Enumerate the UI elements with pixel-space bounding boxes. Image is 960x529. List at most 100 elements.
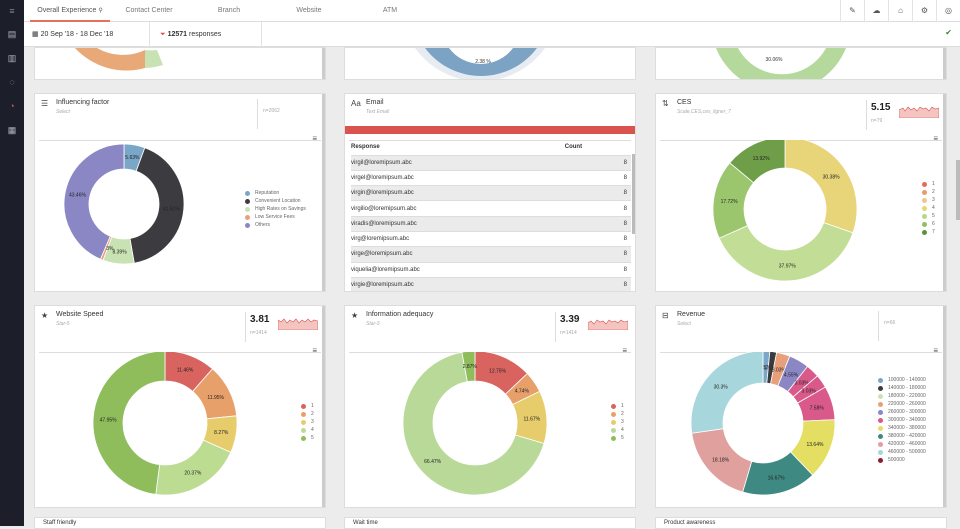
legend-item[interactable]: 3 [922,196,935,204]
legend-item[interactable]: 1 [611,402,624,410]
legend-item[interactable]: 5 [611,434,624,442]
influencing-legend: Reputation Convenient Location High Rates … [245,189,306,229]
legend-item[interactable]: 4 [611,426,624,434]
legend-item[interactable]: 180000 - 220000 [878,392,926,400]
tab-atm[interactable]: ATM [382,7,398,14]
legend-item[interactable]: 2 [301,410,314,418]
edit-icon[interactable]: ✎ [840,0,864,22]
donut-slice[interactable] [729,140,786,184]
table-row[interactable]: virgilio@loremipsum.abc 8 [351,200,631,217]
table-scrollbar[interactable] [632,154,635,234]
legend-item[interactable]: 5 [922,212,935,220]
legend-swatch [878,401,883,407]
legend-item[interactable]: 3 [301,418,314,426]
nav-table-icon[interactable]: ▦ [7,125,17,135]
tab-branch[interactable]: Branch [217,7,241,14]
tab-contact-center[interactable]: Contact Center [125,7,173,14]
table-row[interactable]: virg@loremipsum.abc 8 [351,230,631,247]
bank-icon[interactable]: ⌂ [888,0,912,22]
date-range-filter[interactable]: ▦ 20 Sep '18 - 18 Dec '18 [24,22,150,47]
slice-label: 5.63% [125,155,140,161]
legend-item[interactable]: 2 [611,410,624,418]
donut-slice[interactable] [63,143,125,260]
table-row[interactable]: virgel@loremipsum.abc 8 [351,169,631,186]
legend-item[interactable]: 260000 - 300000 [878,408,926,416]
donut-slice[interactable] [129,147,185,264]
sparkline [899,106,939,118]
legend-item[interactable]: 340000 - 380000 [878,424,926,432]
legend-item[interactable]: 1 [922,180,935,188]
legend-item[interactable]: High Rates on Savings [245,205,306,213]
download-icon[interactable]: ☁ [864,0,888,22]
legend-swatch [611,427,616,433]
legend-item[interactable]: 140000 - 180000 [878,384,926,392]
table-row[interactable]: virgin@loremipsum.abc 8 [351,185,631,201]
legend-item[interactable]: 2 [922,188,935,196]
responses-filter[interactable]: ⏷ 12571 responses [150,22,262,47]
checklist-icon[interactable]: ✔ [945,28,952,37]
card-subtitle: Select [56,109,70,115]
partial-slice [425,48,537,77]
chart-menu-icon[interactable]: ≡ [312,346,317,355]
table-row[interactable]: viquelia@loremipsum.abc 8 [351,261,631,278]
top-tab-bar: Overall Experience ⚲ Contact Center Bran… [24,0,960,22]
legend-item[interactable]: Low Service Fees [245,213,306,221]
card-scrollbar[interactable] [322,94,325,291]
legend-item[interactable]: 4 [922,204,935,212]
chart-menu-icon[interactable]: ≡ [622,346,627,355]
donut-slice[interactable] [690,352,764,434]
table-row[interactable]: virgie@loremipsum.abc 8 [351,276,631,291]
legend-item[interactable]: 300000 - 340000 [878,416,926,424]
legend-item[interactable]: Reputation [245,189,306,197]
legend-item[interactable]: 6 [922,220,935,228]
target-icon[interactable]: ◎ [936,0,960,22]
left-nav-rail: ≡ ▤ ▥ ◌ ◔ ▦ [0,0,24,526]
donut-slice[interactable] [155,439,232,496]
page-scrollbar[interactable] [956,160,960,220]
legend-label: 100000 - 140000 [888,377,926,383]
legend-item[interactable]: 420000 - 460000 [878,440,926,448]
legend-item[interactable]: 5 [301,434,314,442]
nav-analytics-icon[interactable]: ▥ [7,53,17,63]
table-row[interactable]: viradis@loremipsum.abc 8 [351,215,631,232]
legend-item[interactable]: 380000 - 420000 [878,432,926,440]
score-value: 3.81 [250,314,270,325]
donut-slice[interactable] [461,352,476,383]
legend-item[interactable]: Convenient Location [245,197,306,205]
app-logo-icon[interactable]: ≡ [9,6,15,16]
settings-icon[interactable]: ⚙ [912,0,936,22]
donut-slice[interactable] [402,352,545,496]
card-title: Influencing factor [56,99,110,106]
tab-website[interactable]: Website [296,7,322,14]
legend-item[interactable]: Others [245,221,306,229]
nav-inbox-icon[interactable]: ▤ [7,29,17,39]
legend-item[interactable]: 100000 - 140000 [878,376,926,384]
card-scrollbar[interactable] [943,306,946,507]
tab-overall-experience[interactable]: Overall Experience ⚲ [30,0,110,22]
legend-swatch [301,435,306,441]
nav-dashboard-icon[interactable]: ◔ [9,101,15,111]
card-scrollbar[interactable] [943,94,946,291]
chart-menu-icon[interactable]: ≡ [933,134,938,143]
legend-item[interactable]: 4 [301,426,314,434]
chart-menu-icon[interactable]: ≡ [312,134,317,143]
legend-item[interactable]: 220000 - 260000 [878,400,926,408]
calendar-icon: ▦ [32,31,39,38]
donut-slice[interactable] [92,352,166,495]
legend-item[interactable]: 3 [611,418,624,426]
chart-menu-icon[interactable]: ≡ [933,346,938,355]
legend-swatch [301,411,306,417]
table-row[interactable]: virge@loremipsum.abc 8 [351,246,631,263]
legend-item[interactable]: 1 [301,402,314,410]
nav-comments-icon[interactable]: ◌ [9,77,15,87]
donut-slice[interactable] [784,140,858,234]
legend-item[interactable]: 500000 [878,456,926,464]
card-scrollbar[interactable] [322,306,325,507]
legend-item[interactable]: 7 [922,228,935,236]
sample-size: n=79 [871,118,883,124]
column-header-count: Count [564,143,583,150]
donut-slice[interactable] [718,222,854,282]
count-cell: 8 [564,276,631,291]
table-row[interactable]: virgil@loremipsum.abc 8 [351,154,631,171]
legend-item[interactable]: 460000 - 500000 [878,448,926,456]
